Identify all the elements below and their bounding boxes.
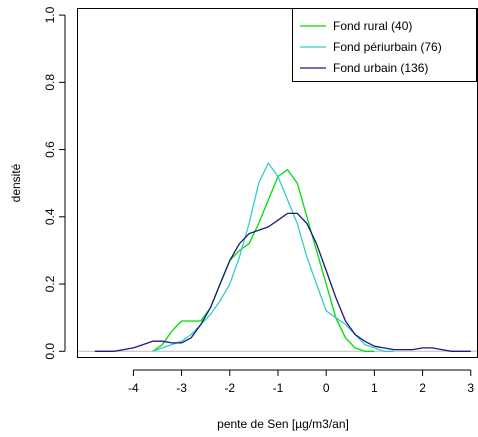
x-tick-label: -4 [128,381,139,395]
x-tick-label: -1 [273,381,284,395]
y-tick-label: 0.6 [43,141,57,158]
legend-label: Fond rural (40) [333,19,412,33]
y-axis-title: densité [9,163,23,202]
legend: Fond rural (40) Fond périurbain (76) Fond … [292,8,477,82]
x-tick-label: 3 [467,381,474,395]
legend-box [292,8,477,82]
x-tick-label: -3 [176,381,187,395]
x-tick-label: 1 [371,381,378,395]
legend-label: Fond urbain (136) [333,61,428,75]
x-axis-title: pente de Sen [µg/m3/an] [217,417,349,431]
series-layer [94,162,471,352]
x-tick-label: 0 [323,381,330,395]
legend-label: Fond périurbain (76) [333,40,442,54]
x-tick-label: -2 [224,381,235,395]
series-line-1 [152,169,375,352]
series-line-3 [94,212,471,352]
y-tick-label: 0.2 [43,275,57,292]
y-tick-label: 0.4 [43,208,57,225]
y-tick-label: 0.0 [43,343,57,360]
y-axis: 0.0 0.2 0.4 0.6 0.8 1.0 [43,6,66,360]
series-line-2 [152,162,394,352]
y-tick-label: 0.8 [43,74,57,91]
x-axis: -4 -3 -2 -1 0 1 2 3 [128,369,474,395]
y-tick-label: 1.0 [43,6,57,23]
x-tick-label: 2 [419,381,426,395]
